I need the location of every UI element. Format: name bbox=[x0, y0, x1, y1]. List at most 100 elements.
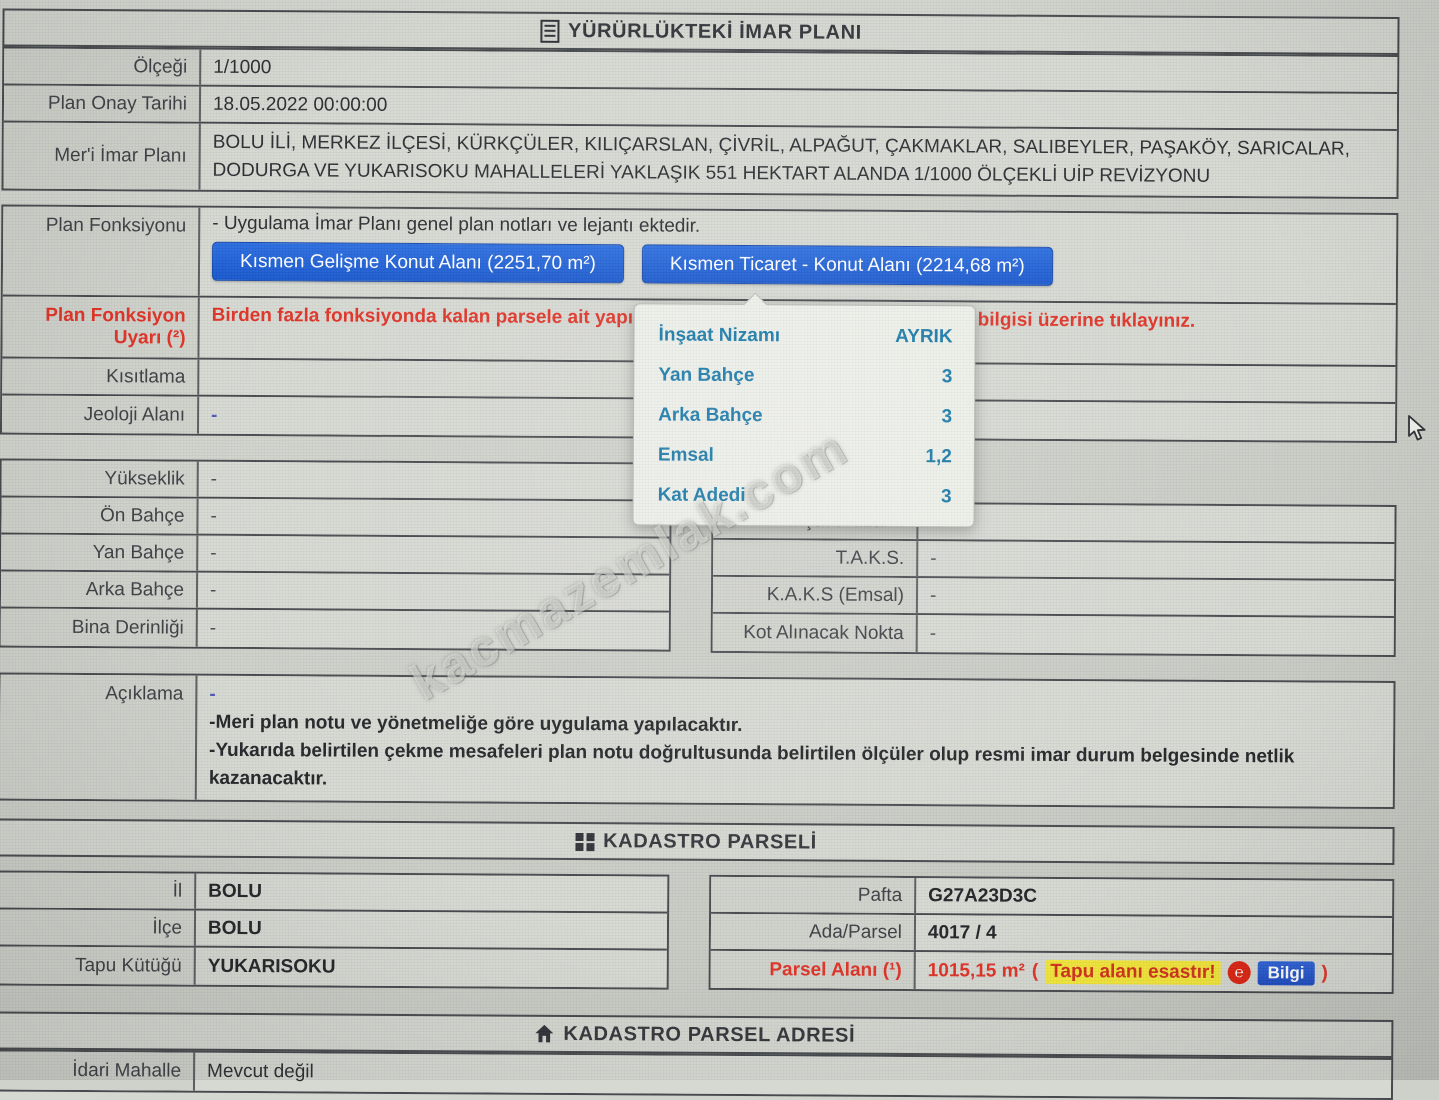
row-label: İlçe bbox=[0, 909, 197, 946]
row-label: Jeoloji Alanı bbox=[1, 395, 200, 434]
popup-label: Yan Bahçe bbox=[658, 364, 755, 387]
row-value: - bbox=[210, 542, 217, 564]
row-label: Kısıtlama bbox=[2, 358, 200, 395]
uyari-text-right: bilgisi üzerine tıklayınız. bbox=[977, 309, 1196, 332]
row-value: - bbox=[209, 579, 217, 601]
imar-plan-info-table: Ölçeği 1/1000 Plan Onay Tarihi 18.05.202… bbox=[1, 46, 1400, 200]
popup-value: 3 bbox=[941, 366, 953, 388]
uyari-text-left: Birden fazla fonksiyonda kalan parsele a… bbox=[211, 304, 634, 329]
kadastro-right-table: Pafta G27A23D3C Ada/Parsel 4017 / 4 Pars… bbox=[708, 874, 1395, 995]
section-title: KADASTRO PARSELİ bbox=[603, 829, 817, 853]
table-row: T.A.K.S. - bbox=[713, 539, 1395, 582]
row-value: - bbox=[209, 617, 217, 639]
row-value: - bbox=[929, 622, 937, 644]
parsel-alani-value: 1015,15 m² bbox=[927, 959, 1025, 982]
table-row: Tapu Kütüğü YUKARISOKU bbox=[0, 946, 667, 988]
table-row: Parsel Alanı (¹) 1015,15 m² ( Tapu alanı… bbox=[710, 950, 1392, 992]
paren-close: ) bbox=[1321, 962, 1328, 984]
popup-value: 3 bbox=[940, 486, 952, 508]
row-label: Ön Bahçe bbox=[1, 497, 199, 534]
bilgi-button[interactable]: Bilgi bbox=[1257, 960, 1315, 986]
table-row: Plan Fonksiyonu - Uygulama İmar Planı ge… bbox=[2, 206, 1397, 306]
aciklama-cell: - -Meri plan notu ve yönetmeliğe göre uy… bbox=[197, 676, 1348, 807]
fonksiyon-note: - Uygulama İmar Planı genel plan notları… bbox=[212, 212, 701, 237]
row-label: Açıklama bbox=[0, 674, 198, 800]
row-label: İdari Mahalle bbox=[0, 1051, 196, 1091]
grid-icon bbox=[575, 832, 594, 851]
table-row: Yükseklik - bbox=[1, 460, 670, 502]
row-label: Plan Fonksiyonu bbox=[2, 206, 201, 296]
table-row: Ön Bahçe - bbox=[1, 497, 670, 539]
popup-row: Kat Adedi 3 bbox=[657, 476, 952, 518]
plan-fonksiyonu-cell: - Uygulama İmar Planı genel plan notları… bbox=[200, 208, 1397, 303]
row-value: - bbox=[210, 468, 218, 490]
fonksiyon-button-gelisme-konut[interactable]: Kısmen Gelişme Konut Alanı (2251,70 m²) bbox=[211, 241, 625, 284]
table-row: Kot Alınacak Nokta - bbox=[712, 613, 1394, 656]
olcek-value: 1/1000 bbox=[213, 56, 272, 78]
table-row: Arka Bahçe - bbox=[0, 571, 670, 613]
popup-row: Emsal 1,2 bbox=[658, 436, 952, 478]
ada-parsel-value: 4017 / 4 bbox=[927, 921, 997, 944]
table-row: Açıklama - -Meri plan notu ve yönetmeliğ… bbox=[0, 674, 1394, 807]
table-row: Mer'i İmar Planı BOLU İLİ, MERKEZ İLÇESİ… bbox=[3, 122, 1397, 198]
popup-value: 1,2 bbox=[925, 446, 952, 468]
section-header-kadastro-parseli: KADASTRO PARSELİ bbox=[0, 818, 1395, 866]
document-icon bbox=[539, 19, 560, 43]
table-row: İl BOLU bbox=[0, 872, 668, 914]
paren-open: ( bbox=[1031, 960, 1039, 982]
fonksiyon-button-ticaret-konut[interactable]: Kısmen Ticaret - Konut Alanı (2214,68 m²… bbox=[641, 244, 1053, 286]
table-row: Yan Bahçe - bbox=[1, 534, 670, 576]
aciklama-table: Açıklama - -Meri plan notu ve yönetmeliğ… bbox=[0, 672, 1396, 810]
table-row: İlçe BOLU bbox=[0, 909, 668, 951]
parsel-alani-cell: 1015,15 m² ( Tapu alanı esastır! ℮ Bilgi… bbox=[916, 952, 1392, 992]
table-row: K.A.K.S (Emsal) - bbox=[712, 576, 1395, 619]
cekme-mesafeleri-table: Yükseklik - Ön Bahçe - Yan Bahçe - Arka … bbox=[0, 458, 672, 652]
table-row: İdari Mahalle Mevcut değil bbox=[0, 1051, 1392, 1098]
uyari-label: Plan Fonksiyon Uyarı (²) bbox=[2, 296, 200, 358]
pafta-value: G27A23D3C bbox=[928, 884, 1038, 907]
row-label: Ölçeği bbox=[4, 48, 202, 85]
section-title: YÜRÜRLÜKTEKİ İMAR PLANI bbox=[567, 19, 862, 44]
table-row: Bina Derinliği - bbox=[0, 608, 669, 650]
kadastro-left-table: İl BOLU İlçe BOLU Tapu Kütüğü YUKARISOKU bbox=[0, 870, 670, 990]
popup-label: Emsal bbox=[657, 444, 714, 466]
row-label: Plan Onay Tarihi bbox=[3, 85, 202, 122]
idari-mahalle-value: Mevcut değil bbox=[207, 1060, 314, 1083]
row-label: K.A.K.S (Emsal) bbox=[712, 576, 919, 614]
row-label: Yükseklik bbox=[1, 460, 199, 497]
tapu-alani-badge: Tapu alanı esastır! bbox=[1045, 959, 1221, 985]
tapu-kutugu-value: YUKARISOKU bbox=[207, 955, 336, 978]
row-label: Ada/Parsel bbox=[710, 913, 917, 951]
row-label: Pafta bbox=[711, 876, 917, 914]
fonksiyon-buttons: Kısmen Gelişme Konut Alanı (2251,70 m²) … bbox=[211, 241, 1386, 288]
row-label: Arka Bahçe bbox=[0, 571, 199, 608]
onay-tarihi-value: 18.05.2022 00:00:00 bbox=[212, 93, 388, 116]
row-label: Mer'i İmar Planı bbox=[3, 122, 201, 190]
info-circle-icon: ℮ bbox=[1227, 960, 1251, 985]
row-value: - bbox=[929, 584, 937, 606]
popup-label: Kat Adedi bbox=[657, 484, 746, 507]
popup-value: 3 bbox=[941, 406, 953, 428]
section-title: KADASTRO PARSEL ADRESİ bbox=[563, 1022, 856, 1047]
row-label: Tapu Kütüğü bbox=[0, 946, 196, 985]
yapilasma-tooltip-popup: İnşaat Nizamı AYRIK Yan Bahçe 3 Arka Bah… bbox=[632, 303, 976, 528]
parsel-alani-label: Parsel Alanı (¹) bbox=[710, 950, 916, 990]
row-value: - bbox=[930, 547, 937, 569]
popup-label: Arka Bahçe bbox=[658, 404, 763, 427]
popup-row: Yan Bahçe 3 bbox=[658, 356, 952, 398]
table-row: Pafta G27A23D3C bbox=[711, 876, 1393, 918]
home-icon bbox=[535, 1024, 554, 1043]
aciklama-line: -Yukarıda belirtilen çekme mesafeleri pl… bbox=[208, 739, 1295, 790]
popup-row: İnşaat Nizamı AYRIK bbox=[658, 316, 953, 358]
row-label: İl bbox=[0, 872, 197, 909]
row-value bbox=[918, 504, 1394, 542]
ilce-value: BOLU bbox=[207, 917, 262, 939]
row-label: Bina Derinliği bbox=[0, 608, 198, 647]
table-row: Ada/Parsel 4017 / 4 bbox=[710, 913, 1393, 955]
popup-row: Arka Bahçe 3 bbox=[658, 396, 952, 438]
row-label: T.A.K.S. bbox=[713, 539, 919, 577]
popup-label: İnşaat Nizamı bbox=[658, 324, 781, 347]
popup-value: AYRIK bbox=[895, 325, 953, 348]
il-value: BOLU bbox=[208, 880, 263, 902]
